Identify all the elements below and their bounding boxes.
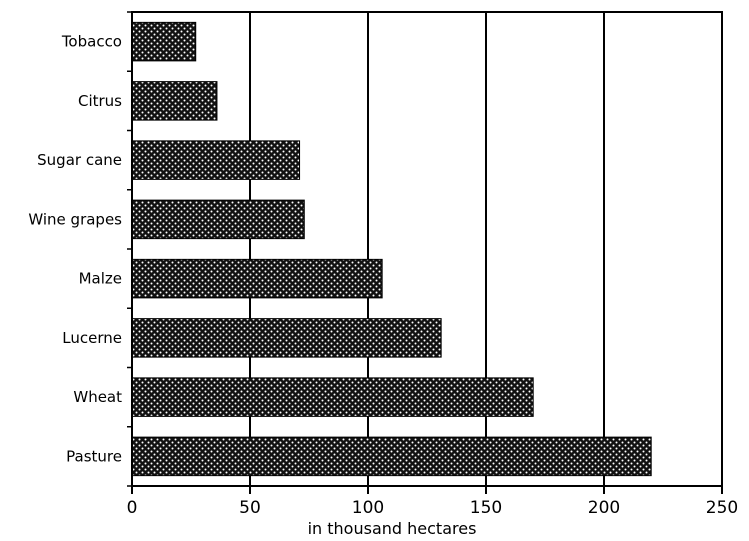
bar-citrus (131, 81, 218, 121)
category-label: Lucerne (62, 329, 122, 347)
category-label: Wheat (73, 388, 122, 406)
axis-ticks (127, 11, 723, 494)
category-label: Malze (79, 270, 122, 288)
category-label: Wine grapes (28, 210, 122, 228)
category-label: Citrus (78, 92, 122, 110)
bar-tobacco (131, 21, 197, 62)
bar-sugarcane (131, 140, 301, 180)
labels: 0 50 100 150 200 250 Tobacco Citrus Sugar cane Wi… (28, 33, 738, 518)
category-label: Tobacco (61, 33, 122, 51)
category-label: Pasture (66, 447, 122, 465)
x-tick-label: 100 (352, 498, 384, 518)
x-tick-label: 150 (470, 498, 502, 518)
bar-wheat (131, 377, 534, 417)
bar-wine-grapes (131, 199, 305, 240)
x-tick-label: 50 (239, 498, 261, 518)
x-axis-title: in thousand hectares (308, 519, 477, 538)
bar-maize (131, 258, 383, 299)
x-tick-label: 200 (588, 498, 620, 518)
bar-pasture (131, 436, 652, 477)
x-tick-label: 0 (127, 498, 138, 518)
x-tick-label: 250 (706, 498, 738, 518)
category-label: Sugar cane (37, 151, 122, 169)
bars (131, 21, 652, 477)
bar-lucerne (131, 318, 442, 358)
